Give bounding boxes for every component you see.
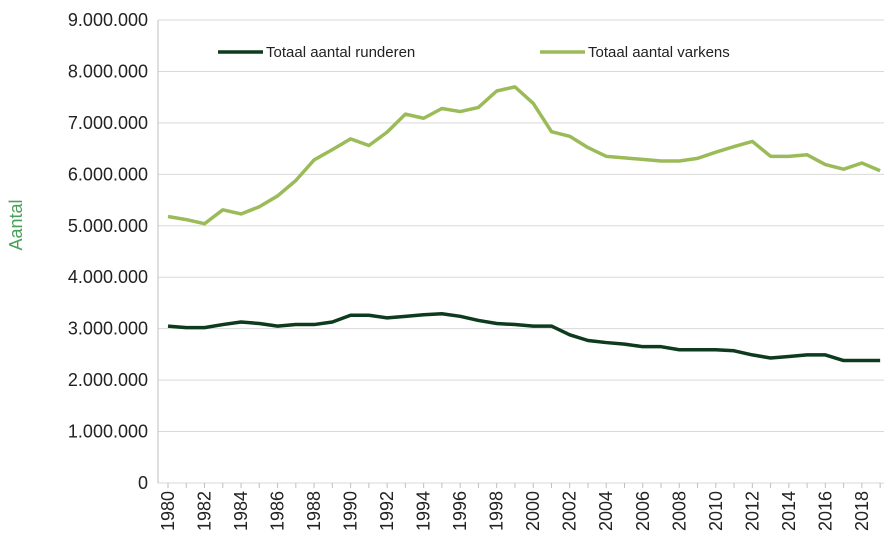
x-tick-label: 1980	[158, 491, 178, 531]
y-tick-label: 1.000.000	[68, 422, 148, 442]
y-axis-label: Aantal	[6, 199, 26, 250]
y-tick-label: 6.000.000	[68, 164, 148, 184]
x-tick-label: 2014	[779, 491, 799, 531]
x-tick-label: 1992	[377, 491, 397, 531]
y-tick-label: 3.000.000	[68, 319, 148, 339]
y-tick-label: 9.000.000	[68, 10, 148, 30]
x-tick-label: 1988	[304, 491, 324, 531]
x-tick-label: 2000	[523, 491, 543, 531]
x-tick-label: 1990	[341, 491, 361, 531]
y-tick-label: 4.000.000	[68, 267, 148, 287]
x-tick-label: 2004	[596, 491, 616, 531]
legend-label: Totaal aantal runderen	[266, 44, 415, 61]
x-tick-label: 2016	[815, 491, 835, 531]
y-tick-label: 7.000.000	[68, 113, 148, 133]
y-tick-label: 8.000.000	[68, 61, 148, 81]
legend-label: Totaal aantal varkens	[588, 44, 730, 61]
x-tick-label: 2010	[706, 491, 726, 531]
x-tick-label: 1996	[450, 491, 470, 531]
series-line	[167, 85, 881, 226]
x-tick-label: 2006	[633, 491, 653, 531]
x-tick-label: 1994	[414, 491, 434, 531]
y-tick-label: 0	[138, 473, 148, 493]
x-tick-label: 1998	[487, 491, 507, 531]
x-tick-label: 1984	[231, 491, 251, 531]
x-tick-label: 1986	[268, 491, 288, 531]
x-tick-label: 2018	[852, 491, 872, 531]
x-tick-label: 2012	[742, 491, 762, 531]
x-tick-label: 1982	[195, 491, 215, 531]
series-line	[167, 311, 881, 363]
y-tick-label: 5.000.000	[68, 216, 148, 236]
x-tick-label: 2008	[669, 491, 689, 531]
y-tick-label: 2.000.000	[68, 370, 148, 390]
x-tick-label: 2002	[560, 491, 580, 531]
